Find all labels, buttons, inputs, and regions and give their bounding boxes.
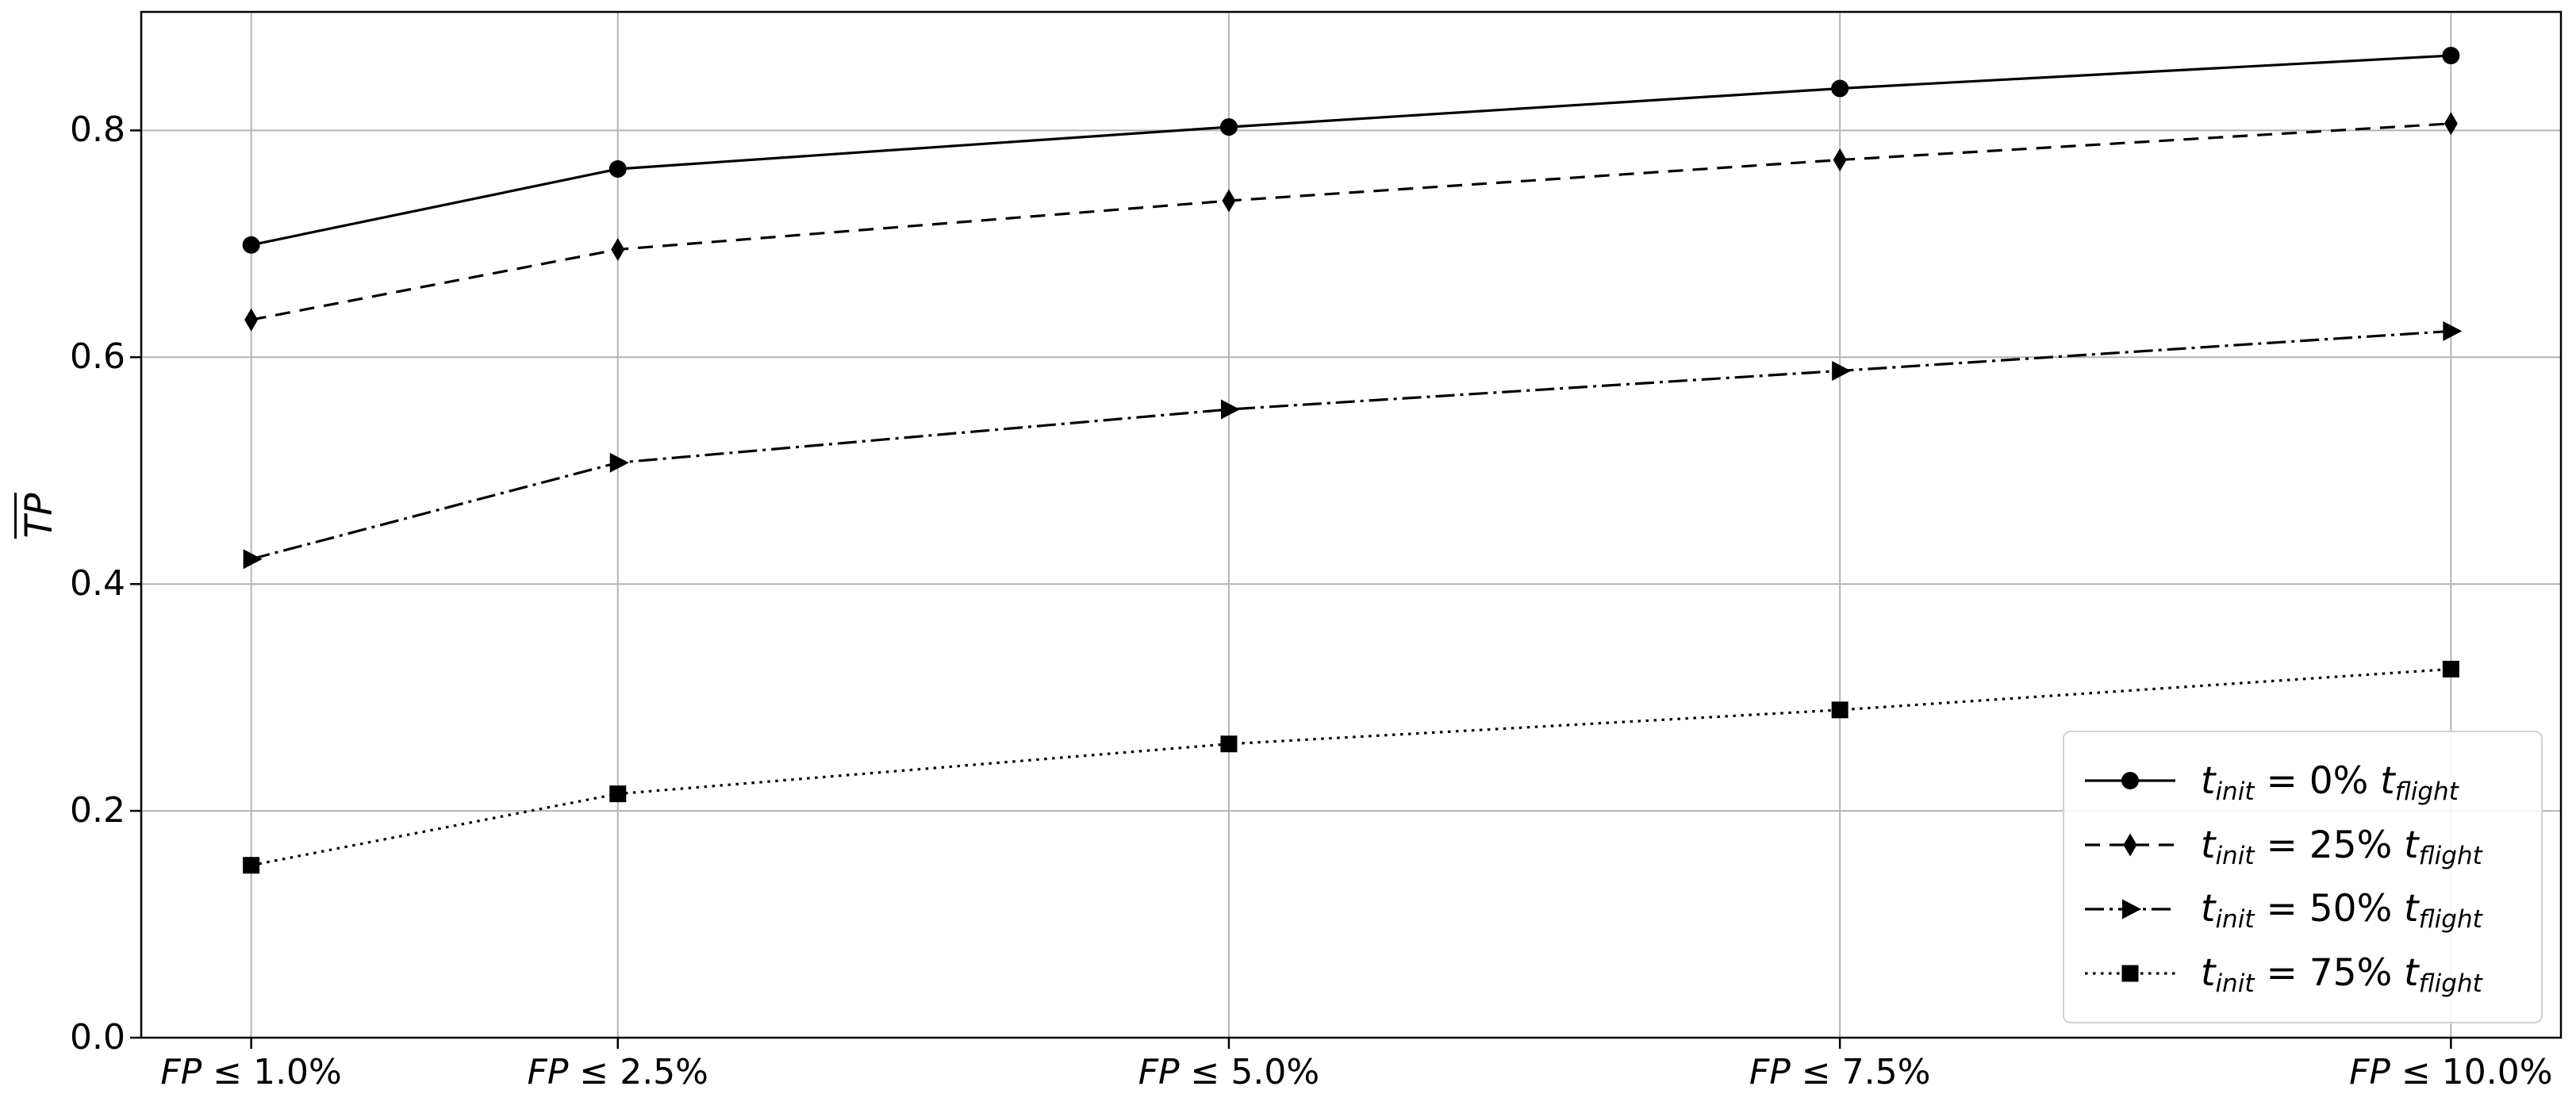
marker-triangle-right: [1220, 399, 1240, 420]
legend-sample-dashdot: [2085, 899, 2175, 919]
marker-triangle-right: [1832, 360, 1852, 381]
legend-item-2: tinit = 50% tflight: [2083, 887, 2522, 935]
legend-label-0: tinit = 0% tflight: [2201, 758, 2459, 806]
x-tick-label-2: FP ≤ 5.0%: [1138, 1052, 1320, 1092]
y-tick-label-1: 0.2: [70, 790, 125, 831]
series-line-3: [251, 667, 2451, 867]
marker-thin-diamond: [244, 308, 259, 332]
legend-item-3: tinit = 75% tflight: [2083, 951, 2522, 998]
y-axis-label-overline: TP: [13, 493, 61, 539]
legend-sample-dotted: [2085, 965, 2175, 982]
marker-circle: [2121, 772, 2139, 790]
marker-thin-diamond: [1833, 148, 1847, 172]
x-tick-label-0: FP ≤ 1.0%: [160, 1052, 342, 1092]
y-tick-label-3: 0.6: [70, 336, 125, 378]
marker-square: [2442, 660, 2459, 678]
x-tick-label-1: FP ≤ 2.5%: [527, 1052, 708, 1092]
marker-square: [1831, 701, 1849, 719]
legend-label-3: tinit = 75% tflight: [2201, 951, 2482, 998]
marker-circle: [1219, 118, 1238, 136]
series-line-1: [251, 122, 2451, 321]
marker-circle: [1831, 79, 1849, 98]
marker-triangle-right: [609, 452, 629, 473]
marker-triangle-right: [243, 549, 263, 570]
y-axis-label-text: TP: [17, 493, 61, 539]
marker-square: [1220, 735, 1238, 753]
x-tick-label-4: FP ≤ 10.0%: [2349, 1052, 2553, 1092]
y-tick-label-4: 0.8: [70, 109, 125, 151]
marker-thin-diamond: [611, 237, 625, 261]
axes-spines: [140, 10, 2563, 1039]
marker-square: [2121, 965, 2139, 982]
y-tick-label-0: 0.0: [70, 1017, 125, 1058]
marker-triangle-right: [2443, 321, 2463, 341]
marker-circle: [2442, 47, 2460, 65]
x-tick-label-3: FP ≤ 7.5%: [1749, 1052, 1931, 1092]
legend-label-1: tinit = 25% tflight: [2201, 823, 2482, 870]
marker-thin-diamond: [1222, 189, 1236, 213]
series-line-0: [251, 54, 2451, 247]
legend-label-2: tinit = 50% tflight: [2201, 887, 2482, 935]
series-line-2: [251, 329, 2451, 561]
marker-circle: [242, 236, 260, 254]
legend-sample-solid: [2085, 772, 2175, 790]
legend-item-0: tinit = 0% tflight: [2083, 758, 2522, 806]
marker-thin-diamond: [2444, 112, 2458, 136]
marker-square: [243, 857, 260, 874]
marker-triangle-right: [2122, 899, 2141, 919]
marker-thin-diamond: [2123, 833, 2137, 857]
y-tick-label-2: 0.4: [70, 563, 125, 605]
y-axis-label: TP: [12, 448, 63, 583]
marker-circle: [608, 159, 627, 178]
marker-square: [609, 785, 627, 803]
legend-item-1: tinit = 25% tflight: [2083, 823, 2522, 870]
legend: tinit = 0% tflight tinit = 25% tflight tin…: [2063, 731, 2543, 1023]
legend-sample-dashed: [2085, 833, 2175, 857]
